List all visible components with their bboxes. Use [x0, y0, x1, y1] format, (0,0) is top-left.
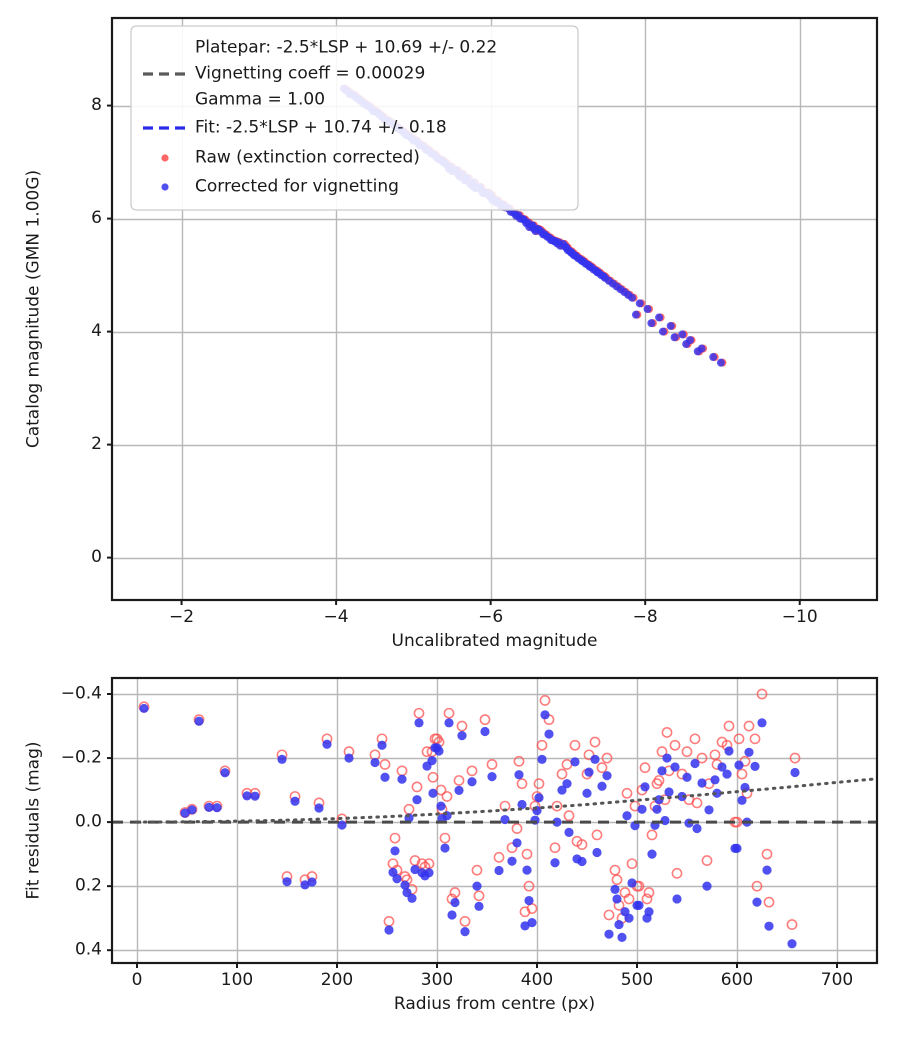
photometry-calibration-figure: Catalog magnitude (GMN 1.00G) Uncalibrat…	[0, 0, 900, 1050]
plot-canvas	[0, 0, 900, 1050]
